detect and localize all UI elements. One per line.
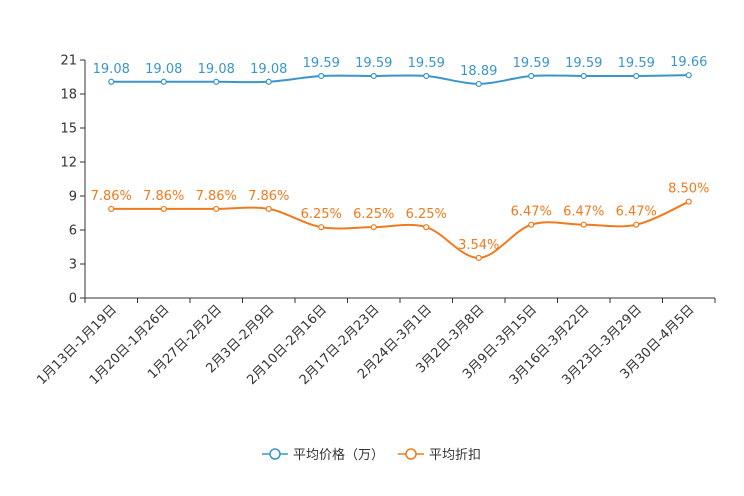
data-label: 6.47% (511, 205, 552, 220)
data-point[interactable] (213, 205, 220, 213)
data-label: 19.08 (145, 62, 182, 77)
data-point[interactable] (633, 221, 640, 228)
data-point[interactable] (423, 72, 430, 80)
data-label: 6.25% (406, 207, 447, 222)
data-point[interactable] (633, 72, 640, 80)
data-label: 19.59 (513, 56, 550, 71)
data-label: 19.08 (93, 62, 130, 77)
data-label: 7.86% (143, 189, 184, 204)
data-labels: 19.08 19.08 19.08 19.08 19.59 19.59 19.59 18.89… (91, 55, 710, 253)
series-line-0 (111, 74, 689, 85)
data-label: 7.86% (91, 189, 132, 204)
data-label: 19.66 (670, 55, 707, 70)
data-point[interactable] (528, 221, 535, 228)
legend-marker-icon (405, 448, 417, 460)
chart-legend[interactable]: 平均价格（万） 平均折扣 (262, 447, 481, 463)
data-label: 8.50% (668, 182, 709, 197)
data-point[interactable] (213, 78, 220, 85)
data-point[interactable] (160, 78, 167, 85)
data-point[interactable] (580, 72, 587, 80)
data-point[interactable] (318, 72, 325, 80)
data-point[interactable] (370, 224, 377, 231)
legend-marker-icon (269, 448, 281, 460)
data-point[interactable] (265, 205, 272, 213)
data-label: 6.25% (353, 207, 394, 222)
data-label: 6.47% (563, 205, 604, 220)
data-label: 18.89 (460, 64, 497, 79)
data-point[interactable] (475, 80, 482, 88)
data-point[interactable] (370, 72, 377, 80)
data-point[interactable] (160, 205, 167, 213)
data-point[interactable] (318, 224, 325, 231)
data-point[interactable] (108, 78, 115, 85)
data-label: 3.54% (458, 238, 499, 253)
data-label: 19.59 (618, 56, 655, 71)
data-label: 19.59 (355, 56, 392, 71)
data-label: 7.86% (196, 189, 237, 204)
y-tick-label: 12 (60, 156, 77, 171)
y-tick-label: 15 (60, 122, 77, 137)
data-label: 6.25% (301, 207, 342, 222)
data-label: 6.47% (616, 205, 657, 220)
data-point[interactable] (528, 72, 535, 80)
legend-label: 平均价格（万） (293, 447, 384, 463)
data-label: 7.86% (248, 189, 289, 204)
series-lines (111, 74, 690, 259)
y-tick-label: 3 (69, 258, 77, 273)
y-tick-label: 0 (69, 292, 77, 307)
series-points (108, 72, 692, 261)
data-label: 19.59 (565, 56, 602, 71)
data-point[interactable] (685, 72, 692, 79)
y-tick-label: 9 (69, 190, 77, 205)
y-tick-label: 18 (60, 88, 77, 103)
data-point[interactable] (475, 254, 482, 261)
data-point[interactable] (108, 205, 115, 213)
data-label: 19.08 (250, 62, 287, 77)
data-label: 19.59 (303, 56, 340, 71)
legend-label: 平均折扣 (429, 448, 481, 463)
data-point[interactable] (685, 198, 692, 205)
y-tick-label: 6 (69, 224, 77, 239)
data-label: 19.59 (408, 56, 445, 71)
data-label: 19.08 (198, 62, 235, 77)
data-point[interactable] (423, 224, 430, 231)
data-point[interactable] (265, 78, 272, 85)
legend-item-1[interactable]: 平均折扣 (398, 448, 481, 463)
y-tick-label: 21 (60, 54, 77, 69)
data-point[interactable] (580, 221, 587, 228)
legend-item-0[interactable]: 平均价格（万） (262, 447, 384, 463)
